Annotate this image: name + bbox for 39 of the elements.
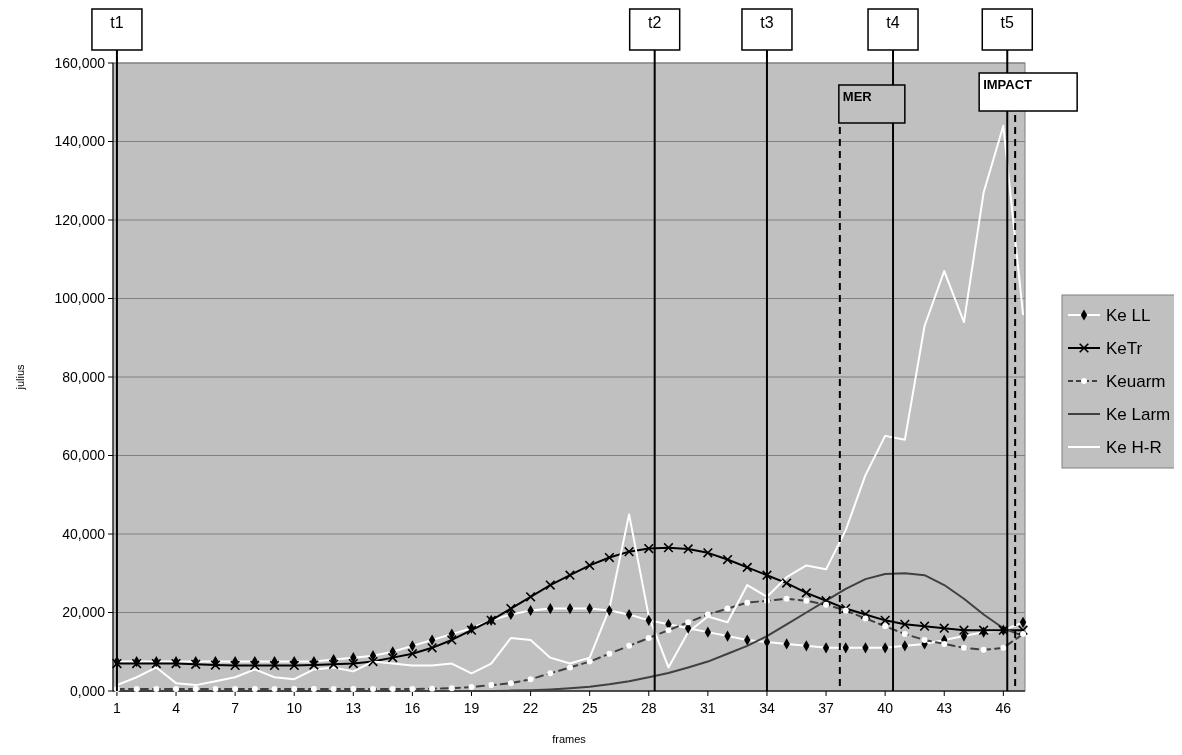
ref-line-label: IMPACT — [983, 77, 1033, 92]
y-tick-label: 0,000 — [69, 682, 106, 699]
y-tick-label: 120,000 — [54, 211, 106, 228]
x-tick-label: 43 — [936, 700, 953, 716]
x-tick-label: 16 — [404, 700, 421, 716]
x-tick-label: 4 — [172, 700, 181, 716]
legend-label: Keuarm — [1106, 371, 1166, 391]
legend-label: KeTr — [1106, 338, 1143, 358]
ref-line-label: t4 — [886, 14, 900, 31]
legend-label: Ke LL — [1106, 305, 1151, 325]
ref-line-label: t3 — [760, 14, 774, 31]
legend-label: Ke Larm — [1106, 404, 1171, 424]
x-tick-label: 40 — [877, 700, 894, 716]
x-tick-label: 37 — [818, 700, 835, 716]
x-tick-label: 31 — [700, 700, 716, 716]
x-tick-label: 46 — [995, 700, 1012, 716]
legend-label: Ke H-R — [1106, 437, 1162, 457]
x-tick-label: 28 — [640, 700, 657, 716]
y-tick-label: 40,000 — [62, 525, 106, 542]
ref-line-label: t5 — [1000, 14, 1015, 31]
x-tick-label: 25 — [581, 700, 598, 716]
ref-line-label: MER — [842, 89, 873, 104]
x-tick-label: 19 — [463, 700, 480, 716]
ref-line-label: t2 — [648, 14, 662, 31]
y-tick-label: 100,000 — [54, 290, 106, 307]
y-tick-label: 20,000 — [62, 604, 106, 621]
x-tick-label: 1 — [113, 700, 122, 716]
y-tick-label: 140,000 — [54, 133, 106, 150]
x-tick-label: 10 — [286, 700, 303, 716]
x-tick-label: 7 — [231, 700, 240, 716]
x-tick-label: 34 — [759, 700, 775, 716]
y-tick-label: 160,000 — [54, 54, 106, 71]
x-tick-label: 22 — [522, 700, 539, 716]
x-axis-title: frames — [552, 733, 587, 745]
y-axis-title: julius — [14, 363, 26, 391]
ref-line-label: t1 — [110, 14, 124, 31]
x-tick-label: 13 — [345, 700, 362, 716]
y-tick-label: 60,000 — [62, 447, 106, 464]
y-tick-label: 80,000 — [62, 368, 106, 385]
